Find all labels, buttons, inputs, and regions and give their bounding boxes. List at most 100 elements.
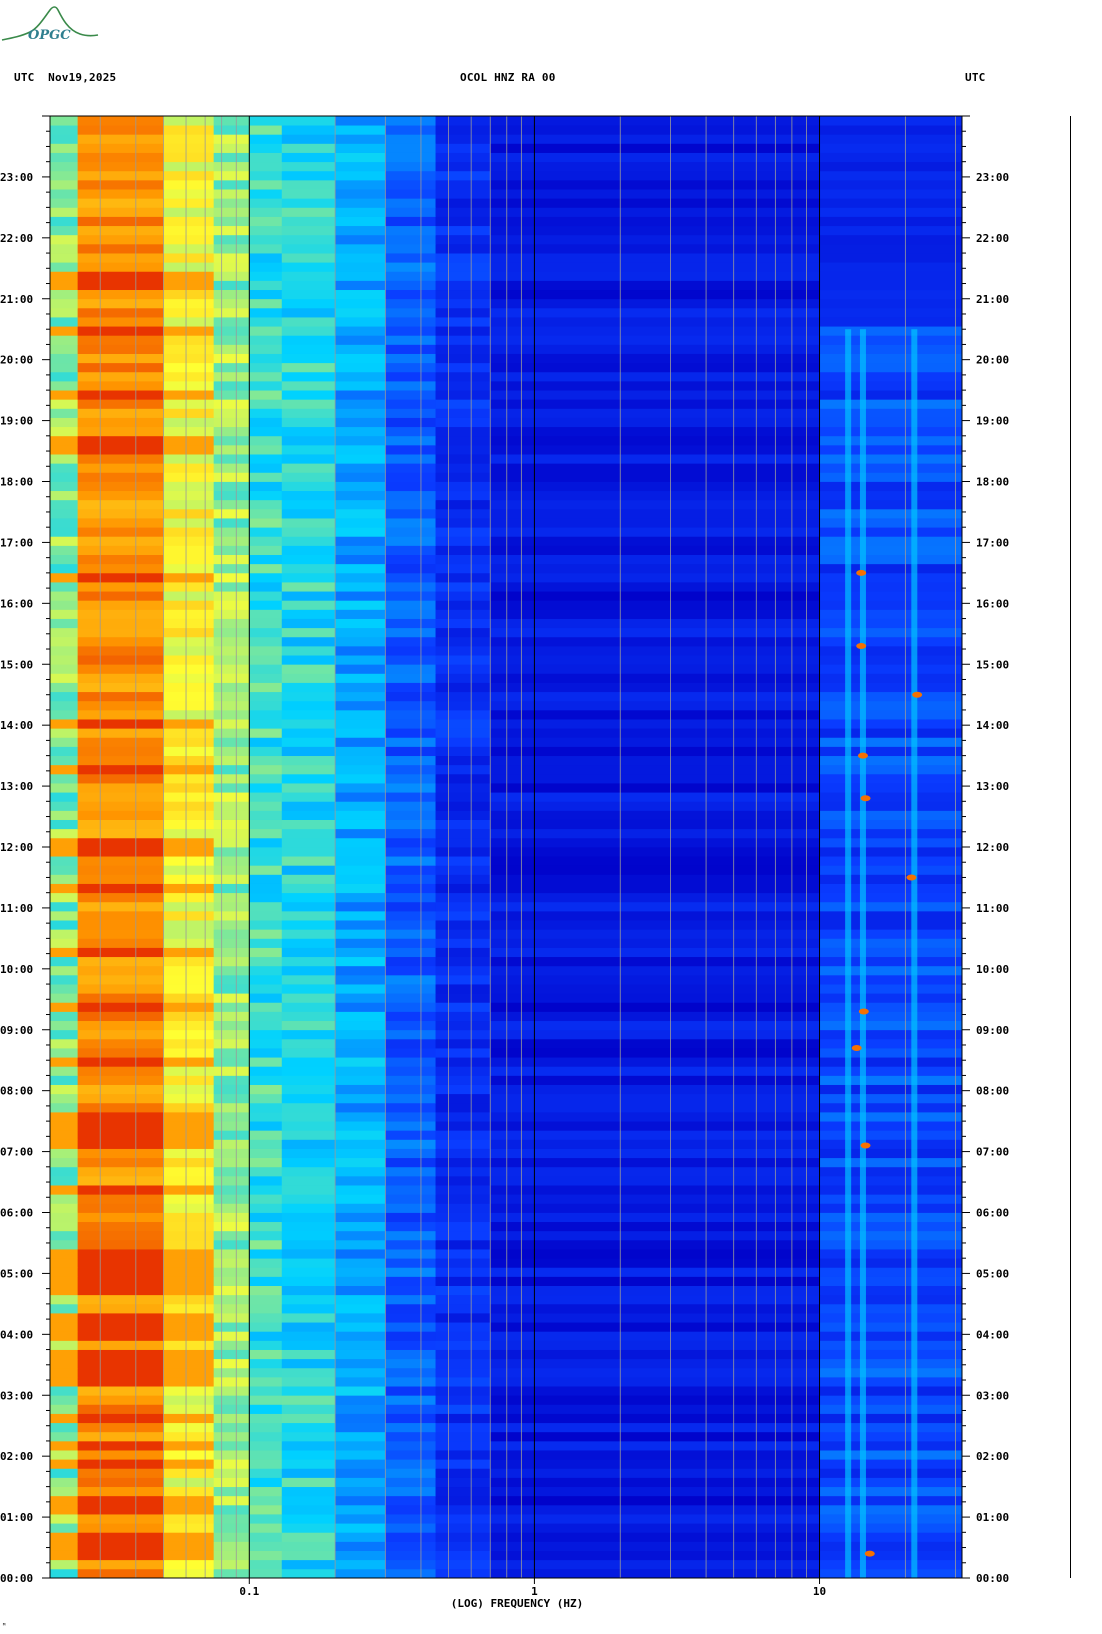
heatmap-cell	[163, 773, 215, 784]
heatmap-cell	[819, 792, 963, 802]
heatmap-cell	[249, 463, 283, 473]
heatmap-cell	[281, 527, 336, 537]
heatmap-cell	[490, 1194, 821, 1204]
y-tick-label-right: 19:00	[976, 415, 1009, 428]
heatmap-cell	[50, 1267, 79, 1277]
heatmap-cell	[77, 865, 164, 875]
heatmap-cell	[163, 207, 215, 217]
heatmap-cell	[819, 591, 963, 601]
heatmap-cell	[435, 444, 491, 455]
heatmap-cell	[335, 1166, 386, 1177]
heatmap-cell	[213, 1486, 250, 1497]
heatmap-cell	[213, 1477, 250, 1488]
heatmap-cell	[335, 572, 386, 583]
heatmap-cell	[490, 1303, 821, 1314]
event-hotspot	[858, 1008, 869, 1015]
heatmap-cell	[819, 463, 963, 473]
event-hotspot	[906, 874, 917, 881]
heatmap-cell	[163, 691, 215, 702]
opgc-logo: OPGC	[1, 6, 99, 43]
heatmap-cell	[490, 920, 821, 930]
heatmap-cell	[50, 920, 79, 930]
heatmap-cell	[335, 1157, 386, 1168]
heatmap-cell	[819, 1029, 963, 1040]
heatmap-cell	[335, 426, 386, 437]
heatmap-cell	[385, 1276, 437, 1286]
heatmap-cell	[385, 1093, 437, 1104]
heatmap-cell	[77, 298, 164, 309]
heatmap-cell	[163, 709, 215, 720]
heatmap-cell	[385, 225, 437, 236]
heatmap-cell	[77, 362, 164, 373]
heatmap-cell	[163, 1148, 215, 1159]
heatmap-cell	[819, 225, 963, 236]
heatmap-cell	[335, 947, 386, 958]
heatmap-cell	[335, 709, 386, 720]
heatmap-cell	[435, 1258, 491, 1268]
y-tick-label-right: 23:00	[976, 171, 1009, 184]
heatmap-cell	[163, 1486, 215, 1497]
heatmap-cell	[50, 645, 79, 656]
heatmap-cell	[50, 764, 79, 775]
heatmap-cell	[819, 344, 963, 354]
heatmap-cell	[281, 1194, 336, 1204]
heatmap-cell	[819, 1303, 963, 1314]
heatmap-cell	[490, 673, 821, 683]
heatmap-cell	[77, 417, 164, 428]
heatmap-cell	[385, 1139, 437, 1149]
heatmap-cell	[50, 1376, 79, 1387]
heatmap-cell	[50, 1139, 79, 1149]
heatmap-cell	[335, 362, 386, 373]
heatmap-cell	[335, 508, 386, 519]
heatmap-cell	[819, 664, 963, 674]
heatmap-cell	[77, 216, 164, 227]
heatmap-cell	[819, 1075, 963, 1085]
heatmap-cell	[335, 910, 386, 921]
heatmap-cell	[385, 755, 437, 766]
heatmap-cell	[281, 198, 336, 208]
heatmap-cell	[249, 1276, 283, 1286]
heatmap-cell	[435, 1340, 491, 1350]
heatmap-cell	[77, 1495, 164, 1506]
heatmap-cell	[249, 910, 283, 921]
heatmap-cell	[281, 773, 336, 784]
heatmap-cell	[490, 1111, 821, 1122]
heatmap-cell	[335, 1230, 386, 1241]
heatmap-cell	[435, 262, 491, 272]
heatmap-cell	[213, 390, 250, 400]
heatmap-cell	[163, 746, 215, 757]
heatmap-cell	[335, 1175, 386, 1186]
heatmap-cell	[435, 1276, 491, 1286]
heatmap-cell	[213, 974, 250, 985]
heatmap-cell	[385, 353, 437, 364]
heatmap-cell	[490, 1029, 821, 1040]
heatmap-cell	[385, 307, 437, 318]
heatmap-cell	[50, 1523, 79, 1533]
heatmap-cell	[77, 116, 164, 126]
heatmap-cell	[213, 673, 250, 683]
heatmap-cell	[249, 974, 283, 985]
heatmap-cell	[163, 1249, 215, 1259]
heatmap-cell	[249, 828, 283, 839]
heatmap-cell	[385, 143, 437, 153]
y-tick-label-left: 04:00	[0, 1328, 33, 1341]
heatmap-cell	[385, 883, 437, 894]
heatmap-cell	[50, 947, 79, 958]
station-title: OCOL HNZ RA 00	[460, 71, 556, 84]
heatmap-cell	[819, 390, 963, 400]
heatmap-cell	[213, 1212, 250, 1223]
heatmap-cell	[213, 828, 250, 839]
heatmap-cell	[435, 609, 491, 619]
heatmap-cell	[490, 243, 821, 254]
heatmap-cell	[249, 1358, 283, 1369]
heatmap-cell	[163, 1267, 215, 1277]
heatmap-cell	[490, 198, 821, 208]
heatmap-cell	[213, 1386, 250, 1396]
heatmap-cell	[385, 1367, 437, 1378]
heatmap-cell	[163, 1331, 215, 1341]
heatmap-cell	[213, 1175, 250, 1186]
heatmap-cell	[335, 1221, 386, 1232]
heatmap-cell	[50, 536, 79, 546]
heatmap-cell	[435, 426, 491, 437]
heatmap-cell	[819, 1495, 963, 1506]
